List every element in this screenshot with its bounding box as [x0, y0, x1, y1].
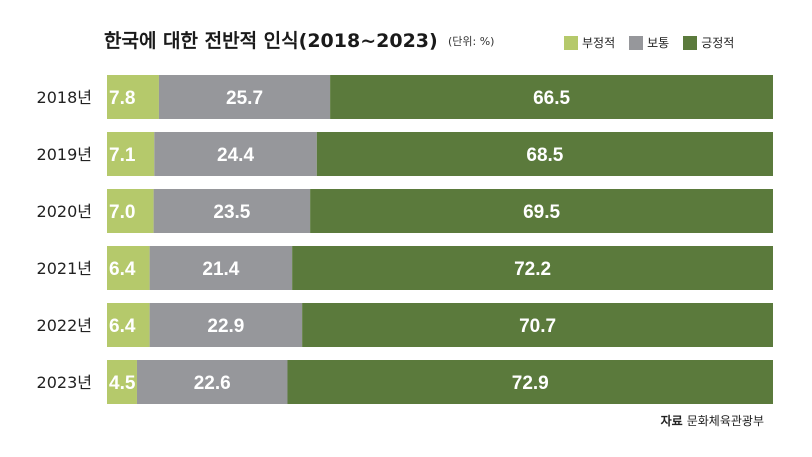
- category-label: 2022년: [37, 316, 92, 335]
- legend-label-positive: 긍정적: [701, 36, 735, 50]
- bar-neutral: [149, 303, 303, 347]
- bar-negative: [107, 189, 154, 233]
- legend-label-neutral: 보통: [647, 36, 670, 50]
- bar-neutral: [136, 360, 288, 404]
- legend-swatch-neutral: [629, 35, 644, 50]
- data-label-neutral: 22.6: [194, 373, 231, 394]
- data-label-positive: 72.9: [512, 373, 549, 394]
- bar-negative: [107, 246, 150, 290]
- bar-negative: [107, 360, 137, 404]
- legend-item-positive: 긍정적: [683, 34, 734, 51]
- legend-swatch-positive: [683, 35, 698, 50]
- data-label-negative: 6.4: [109, 259, 136, 280]
- legend-swatch-negative: [564, 35, 578, 50]
- data-label-neutral: 24.4: [217, 145, 254, 166]
- category-label: 2023년: [37, 373, 92, 392]
- bar-positive: [302, 303, 773, 347]
- legend-item-negative: 부정적: [564, 34, 615, 51]
- source-note: 자료 문화체육관광부: [661, 412, 764, 429]
- data-label-positive: 70.7: [519, 316, 556, 337]
- bar-neutral: [158, 75, 331, 119]
- bar-positive: [310, 189, 773, 233]
- category-label: 2021년: [37, 259, 92, 278]
- bar-positive: [292, 246, 773, 290]
- legend-item-neutral: 보통: [629, 34, 669, 51]
- data-label-positive: 69.5: [523, 202, 560, 223]
- source-text: 문화체육관광부: [686, 414, 764, 428]
- category-label: 2019년: [37, 145, 92, 164]
- data-label-positive: 68.5: [526, 145, 563, 166]
- legend-label-negative: 부정적: [582, 36, 616, 50]
- legend: 부정적 보통 긍정적: [564, 34, 734, 51]
- bar-positive: [330, 75, 773, 119]
- bar-neutral: [149, 246, 293, 290]
- chart-title: 한국에 대한 전반적 인식(2018~2023): [104, 30, 438, 52]
- data-label-negative: 7.8: [109, 88, 135, 109]
- data-label-negative: 4.5: [109, 373, 136, 394]
- category-label: 2020년: [37, 202, 92, 221]
- data-label-negative: 7.1: [109, 145, 136, 166]
- bar-positive: [287, 360, 773, 404]
- bar-neutral: [154, 132, 317, 176]
- bar-negative: [107, 132, 155, 176]
- data-label-neutral: 23.5: [213, 202, 250, 223]
- data-label-positive: 72.2: [514, 259, 551, 280]
- bar-negative: [107, 303, 150, 347]
- bar-positive: [316, 132, 773, 176]
- data-label-neutral: 22.9: [207, 316, 244, 337]
- data-label-neutral: 21.4: [202, 259, 239, 280]
- data-label-neutral: 25.7: [226, 88, 263, 109]
- bar-negative: [107, 75, 159, 119]
- source-label: 자료: [660, 414, 683, 428]
- unit-label: (단위: %): [448, 35, 495, 48]
- data-label-negative: 7.0: [109, 202, 135, 223]
- bar-neutral: [153, 189, 311, 233]
- data-label-negative: 6.4: [109, 316, 136, 337]
- category-label: 2018년: [37, 88, 92, 107]
- data-label-positive: 66.5: [533, 88, 570, 109]
